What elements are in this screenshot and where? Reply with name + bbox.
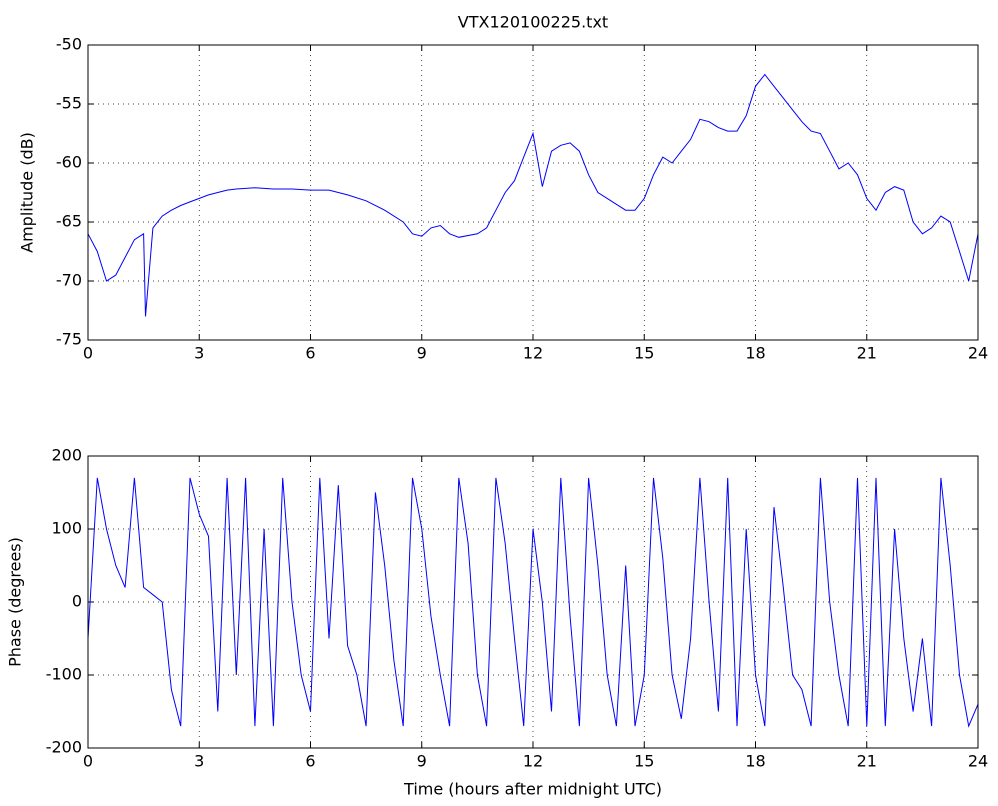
y-tick-label: -50 bbox=[56, 35, 82, 54]
x-tick-label: 15 bbox=[634, 752, 654, 771]
y-tick-label: -75 bbox=[56, 330, 82, 349]
x-tick-label: 6 bbox=[305, 344, 315, 363]
y-tick-label: -55 bbox=[56, 94, 82, 113]
x-tick-label: 12 bbox=[523, 752, 543, 771]
x-tick-label: 21 bbox=[857, 344, 877, 363]
y-tick-label: -60 bbox=[56, 153, 82, 172]
y-tick-label: 200 bbox=[51, 446, 82, 465]
y-tick-label: -200 bbox=[46, 738, 82, 757]
x-tick-label: 24 bbox=[968, 344, 988, 363]
x-tick-label: 21 bbox=[857, 752, 877, 771]
y-tick-label: 100 bbox=[51, 519, 82, 538]
x-tick-label: 9 bbox=[417, 344, 427, 363]
x-tick-label: 9 bbox=[417, 752, 427, 771]
data-line bbox=[87, 477, 979, 728]
x-tick-label: 3 bbox=[194, 344, 204, 363]
x-tick-label: 3 bbox=[194, 752, 204, 771]
x-tick-label: 0 bbox=[83, 344, 93, 363]
x-tick-label: 15 bbox=[634, 344, 654, 363]
x-tick-label: 0 bbox=[83, 752, 93, 771]
y-tick-label: -65 bbox=[56, 212, 82, 231]
chart-title: VTX120100225.txt bbox=[458, 13, 608, 32]
x-tick-label: 24 bbox=[968, 752, 988, 771]
y-axis-label: Amplitude (dB) bbox=[18, 132, 37, 253]
x-tick-label: 18 bbox=[745, 752, 765, 771]
axes-frame bbox=[87, 455, 979, 749]
x-axis-label: Time (hours after midnight UTC) bbox=[403, 780, 662, 799]
x-tick-label: 6 bbox=[305, 752, 315, 771]
data-line bbox=[87, 73, 979, 317]
y-tick-label: 0 bbox=[72, 592, 82, 611]
x-tick-label: 18 bbox=[745, 344, 765, 363]
y-tick-label: -70 bbox=[56, 271, 82, 290]
x-tick-label: 12 bbox=[523, 344, 543, 363]
y-tick-label: -100 bbox=[46, 665, 82, 684]
y-axis-label: Phase (degrees) bbox=[6, 537, 25, 667]
axes-frame bbox=[87, 44, 979, 341]
